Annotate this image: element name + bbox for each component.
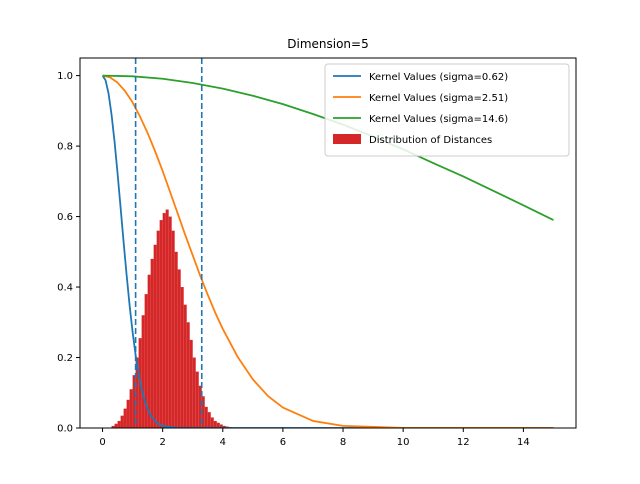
histogram-bar	[147, 274, 151, 428]
histogram-bar	[219, 424, 223, 428]
histogram-bar	[192, 357, 196, 428]
y-tick-label: 0.2	[57, 353, 73, 364]
legend-label: Kernel Values (sigma=2.51)	[369, 93, 508, 104]
histogram-bar	[174, 251, 178, 428]
series-line-1	[101, 75, 554, 428]
histogram-bar	[213, 420, 217, 428]
histogram-bar	[216, 422, 220, 428]
y-tick-label: 0.8	[57, 142, 73, 153]
plot-area	[101, 58, 554, 428]
histogram-bar	[141, 315, 145, 428]
histogram-bar	[153, 244, 157, 428]
histogram-bar	[132, 375, 136, 428]
series-line-2	[102, 74, 554, 428]
legend: Kernel Values (sigma=0.62) Kernel Values …	[324, 63, 570, 157]
x-tick-label: 6	[280, 437, 286, 448]
histogram-bar	[135, 357, 139, 428]
histogram-bar	[114, 423, 118, 428]
histogram-bar	[201, 396, 205, 428]
histogram-bar	[123, 408, 127, 428]
histogram-bar	[168, 216, 172, 428]
histogram-bar	[180, 287, 184, 428]
histogram-bar	[156, 230, 160, 428]
x-tick-label: 10	[397, 437, 410, 448]
axes: 0 2 4 6 8 10 12 14 0.0 0.2 0.4 0.6 0.8 1.0	[57, 57, 577, 448]
x-tick-label: 2	[159, 437, 165, 448]
histogram-bar	[111, 425, 115, 428]
histogram-bar	[144, 294, 148, 428]
y-tick-label: 0.0	[57, 424, 73, 435]
x-tick-label: 0	[99, 437, 105, 448]
histogram-bar	[183, 304, 187, 428]
legend-box	[324, 63, 570, 157]
histogram-bar	[210, 417, 214, 428]
histogram-bar	[171, 230, 175, 428]
histogram-bar	[207, 412, 211, 428]
histogram-bar	[150, 258, 154, 428]
plot-clipped-group	[101, 58, 554, 428]
y-tick-label: 0.4	[57, 283, 73, 294]
histogram-bar	[198, 385, 202, 428]
legend-swatch-patch	[333, 134, 361, 144]
legend-label: Kernel Values (sigma=14.6)	[369, 114, 508, 125]
histogram-bar	[195, 371, 199, 428]
histogram-bar	[126, 399, 130, 428]
histogram-bar	[186, 322, 190, 428]
legend-label: Kernel Values (sigma=0.62)	[369, 72, 508, 83]
axes-frame	[79, 57, 577, 429]
y-tick-label: 1.0	[57, 71, 73, 82]
histogram-bar	[162, 213, 166, 428]
histogram-bar	[222, 425, 226, 428]
histogram-bar	[129, 389, 133, 428]
x-tick-label: 8	[340, 437, 346, 448]
x-tick-label: 14	[517, 437, 530, 448]
chart-title: Dimension=5	[287, 37, 368, 51]
y-tick-label: 0.6	[57, 212, 73, 223]
histogram-bar	[117, 420, 121, 428]
histogram-bar	[189, 339, 193, 428]
legend-label: Distribution of Distances	[369, 135, 492, 146]
histogram-bar	[165, 209, 169, 428]
histogram-bar	[120, 415, 124, 428]
histogram-bar	[159, 220, 163, 428]
x-tick-label: 12	[457, 437, 470, 448]
histogram-bar	[177, 269, 181, 428]
x-tick-label: 4	[220, 437, 226, 448]
histogram-bar	[204, 406, 208, 428]
